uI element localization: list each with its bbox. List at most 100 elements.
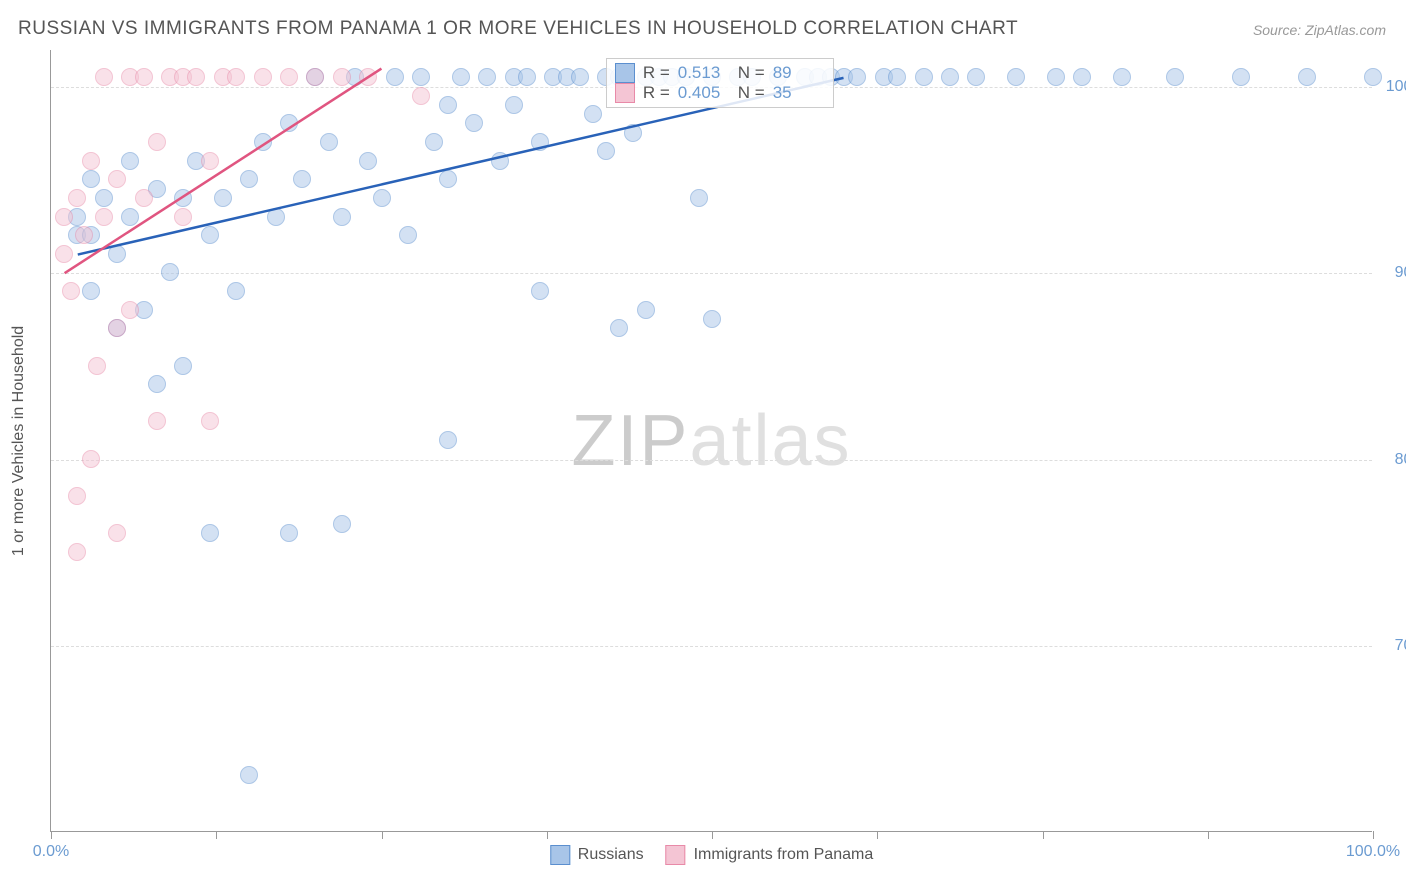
data-point <box>571 68 589 86</box>
data-point <box>135 189 153 207</box>
data-point <box>637 301 655 319</box>
data-point <box>55 245 73 263</box>
gridline <box>51 273 1372 274</box>
stats-box: R = 0.513 N = 89 R = 0.405 N = 35 <box>606 58 834 108</box>
xtick-label: 100.0% <box>1346 843 1400 861</box>
data-point <box>174 189 192 207</box>
r-label: R = <box>643 83 670 103</box>
y-axis-label: 1 or more Vehicles in Household <box>10 325 28 555</box>
xtick <box>1373 831 1374 839</box>
data-point <box>452 68 470 86</box>
legend-swatch-panama <box>666 845 686 865</box>
data-point <box>267 208 285 226</box>
legend-item-panama: Immigrants from Panama <box>666 845 874 865</box>
source-label: Source: ZipAtlas.com <box>1253 22 1386 38</box>
xtick <box>51 831 52 839</box>
data-point <box>597 142 615 160</box>
ytick-label: 90.0% <box>1395 264 1406 282</box>
data-point <box>1007 68 1025 86</box>
xtick <box>1208 831 1209 839</box>
data-point <box>1113 68 1131 86</box>
ytick-label: 100.0% <box>1386 78 1406 96</box>
data-point <box>174 208 192 226</box>
data-point <box>68 189 86 207</box>
data-point <box>399 226 417 244</box>
data-point <box>135 68 153 86</box>
data-point <box>531 282 549 300</box>
data-point <box>439 170 457 188</box>
data-point <box>88 357 106 375</box>
data-point <box>280 524 298 542</box>
r-label: R = <box>643 63 670 83</box>
data-point <box>320 133 338 151</box>
data-point <box>888 68 906 86</box>
data-point <box>55 208 73 226</box>
data-point <box>148 133 166 151</box>
data-point <box>531 133 549 151</box>
data-point <box>491 152 509 170</box>
data-point <box>425 133 443 151</box>
xtick <box>216 831 217 839</box>
data-point <box>82 170 100 188</box>
data-point <box>240 766 258 784</box>
data-point <box>373 189 391 207</box>
xtick <box>382 831 383 839</box>
data-point <box>505 96 523 114</box>
data-point <box>95 208 113 226</box>
data-point <box>108 319 126 337</box>
data-point <box>1364 68 1382 86</box>
data-point <box>359 68 377 86</box>
data-point <box>333 515 351 533</box>
n-label: N = <box>738 63 765 83</box>
xtick <box>712 831 713 839</box>
legend-item-russians: Russians <box>550 845 644 865</box>
watermark-zip: ZIP <box>571 401 689 481</box>
stats-row-panama: R = 0.405 N = 35 <box>615 83 825 103</box>
data-point <box>108 524 126 542</box>
data-point <box>148 375 166 393</box>
data-point <box>227 68 245 86</box>
data-point <box>941 68 959 86</box>
data-point <box>121 301 139 319</box>
data-point <box>227 282 245 300</box>
data-point <box>386 68 404 86</box>
data-point <box>148 412 166 430</box>
data-point <box>439 96 457 114</box>
xtick <box>547 831 548 839</box>
data-point <box>82 282 100 300</box>
ytick-label: 70.0% <box>1395 637 1406 655</box>
data-point <box>95 189 113 207</box>
data-point <box>187 68 205 86</box>
data-point <box>280 114 298 132</box>
data-point <box>174 357 192 375</box>
data-point <box>915 68 933 86</box>
n-value-russians: 89 <box>773 63 825 83</box>
gridline <box>51 646 1372 647</box>
data-point <box>703 310 721 328</box>
data-point <box>359 152 377 170</box>
data-point <box>82 450 100 468</box>
xtick <box>1043 831 1044 839</box>
data-point <box>848 68 866 86</box>
data-point <box>333 208 351 226</box>
data-point <box>1232 68 1250 86</box>
data-point <box>624 124 642 142</box>
legend-label-russians: Russians <box>578 846 644 864</box>
data-point <box>108 245 126 263</box>
data-point <box>254 68 272 86</box>
legend-swatch-russians <box>550 845 570 865</box>
data-point <box>478 68 496 86</box>
stats-row-russians: R = 0.513 N = 89 <box>615 63 825 83</box>
watermark: ZIPatlas <box>571 400 851 482</box>
n-value-panama: 35 <box>773 83 825 103</box>
data-point <box>306 68 324 86</box>
data-point <box>412 87 430 105</box>
bottom-legend: Russians Immigrants from Panama <box>550 845 873 865</box>
chart-title: RUSSIAN VS IMMIGRANTS FROM PANAMA 1 OR M… <box>18 18 1018 40</box>
data-point <box>280 68 298 86</box>
chart-area: 1 or more Vehicles in Household ZIPatlas… <box>50 50 1372 832</box>
data-point <box>62 282 80 300</box>
data-point <box>439 431 457 449</box>
data-point <box>201 226 219 244</box>
data-point <box>293 170 311 188</box>
